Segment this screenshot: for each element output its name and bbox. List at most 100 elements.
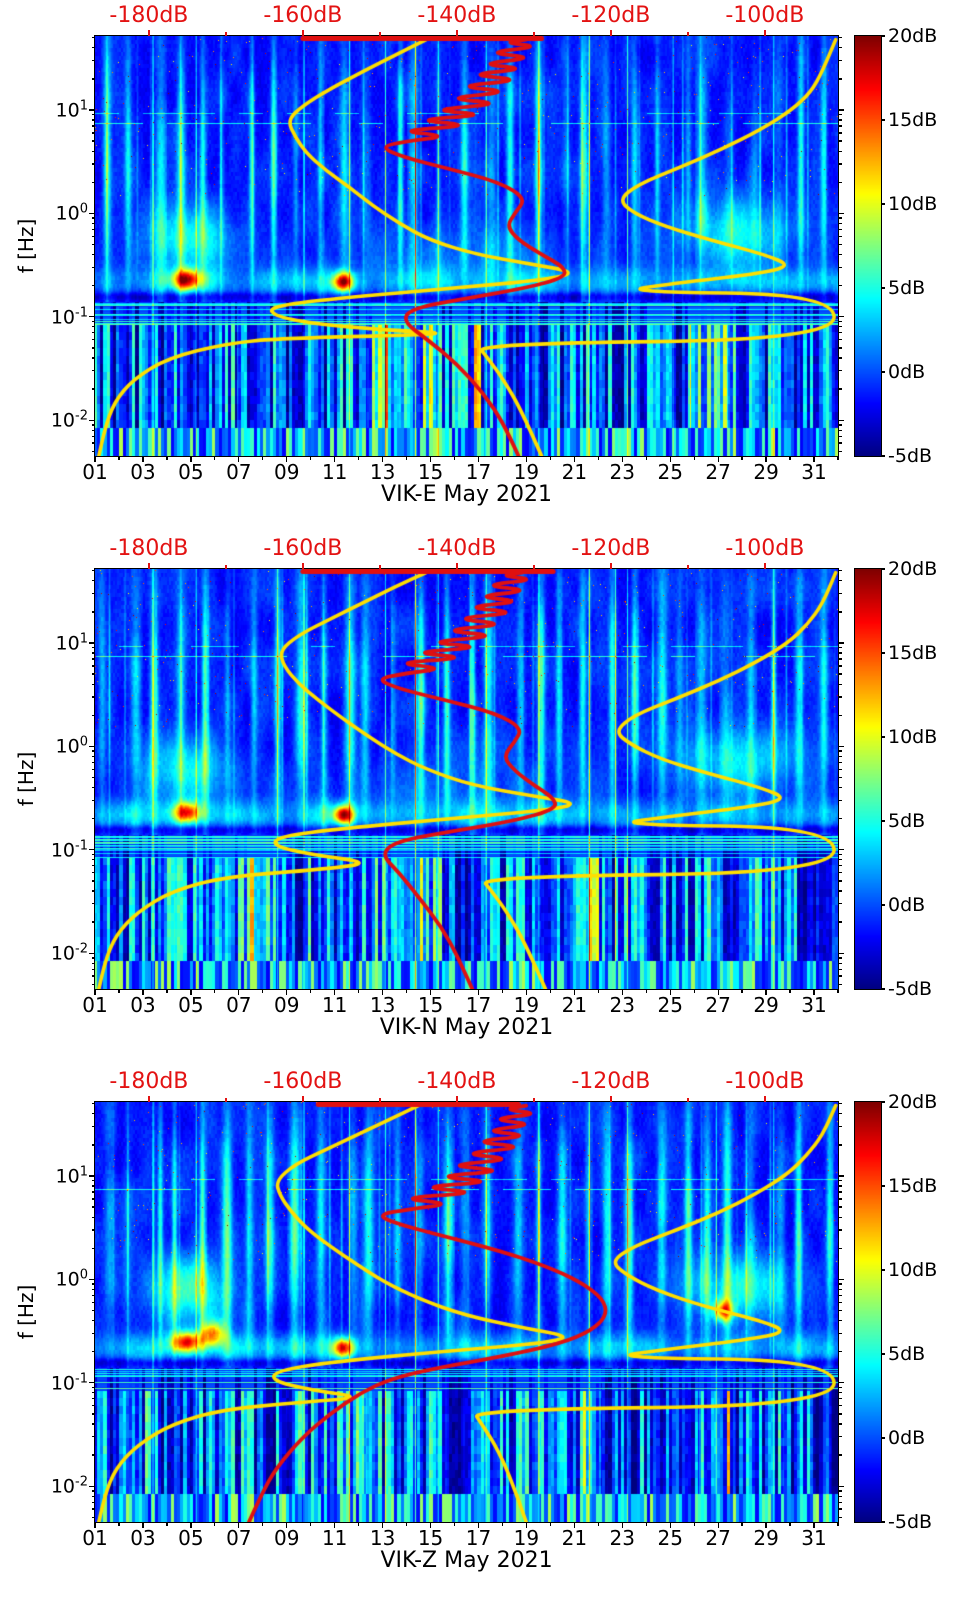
y-tick (89, 1485, 95, 1487)
x-tick-label: 03 (130, 1526, 156, 1550)
y-tick (838, 1405, 842, 1407)
y-tick (91, 570, 95, 572)
y-tick (838, 658, 842, 660)
panel-vik-e: f [Hz] VIK-E May 2021 -180dB -160dB -140dB… (0, 0, 962, 533)
spectrogram-canvas (95, 36, 838, 456)
y-tick (91, 1113, 95, 1115)
y-tick (91, 768, 95, 770)
y-tick (838, 1113, 842, 1115)
y-tick (838, 776, 842, 779)
y-tick (838, 872, 842, 874)
top-db-tick (763, 30, 767, 36)
x-tick (94, 1522, 96, 1528)
y-tick (91, 1103, 95, 1105)
x-tick-label: 09 (274, 1526, 300, 1550)
top-db-minor-tick (533, 565, 535, 569)
x-tick (262, 989, 264, 993)
y-tick (89, 316, 95, 318)
y-tick (838, 419, 844, 421)
y-tick (838, 1413, 842, 1415)
x-tick (190, 456, 192, 462)
y-tick (91, 1229, 95, 1231)
spectrogram-canvas (95, 569, 838, 989)
colorbar (854, 1101, 882, 1523)
y-tick (89, 642, 95, 644)
y-tick (89, 952, 95, 954)
y-tick (838, 983, 842, 985)
x-tick (429, 456, 432, 462)
y-tick (91, 1495, 95, 1497)
top-db-minor-tick (379, 1098, 381, 1102)
x-tick-label: 17 (465, 460, 492, 484)
x-tick (142, 1522, 144, 1528)
top-db-tick (147, 1096, 151, 1102)
y-tick (91, 339, 95, 341)
x-tick (405, 1522, 408, 1526)
y-tick (91, 776, 95, 779)
y-tick-label: 10-2 (50, 1474, 88, 1498)
x-tick (238, 1522, 240, 1528)
y-tick (91, 683, 95, 685)
y-tick (91, 1386, 95, 1389)
y-tick (838, 1175, 844, 1177)
x-tick (310, 1522, 312, 1526)
x-tick (741, 1522, 743, 1526)
x-tick (118, 456, 120, 460)
top-db-label: -140dB (417, 3, 497, 28)
y-tick-label: 10-1 (50, 305, 88, 329)
y-tick (91, 1191, 95, 1193)
y-tick (91, 1405, 95, 1407)
x-tick-label: 29 (753, 1526, 779, 1550)
y-tick (91, 761, 95, 764)
y-tick (838, 1126, 842, 1128)
x-tick (765, 989, 767, 995)
y-tick (838, 132, 842, 134)
y-tick (91, 1392, 95, 1394)
colorbar-tick-label: -5dB (888, 445, 933, 467)
colorbar-tick (881, 820, 885, 822)
x-tick (334, 1522, 336, 1528)
y-tick (91, 125, 95, 127)
x-tick (693, 1522, 695, 1526)
x-tick-label: 31 (801, 460, 827, 484)
y-tick (91, 347, 95, 349)
y-tick (838, 1309, 842, 1312)
y-tick (838, 745, 844, 748)
x-tick (573, 456, 575, 462)
y-tick (91, 658, 95, 660)
y-tick (838, 1351, 842, 1353)
y-tick (91, 714, 95, 716)
y-tick (91, 903, 95, 905)
y-tick (838, 1294, 842, 1297)
y-tick (838, 332, 842, 334)
y-tick (91, 1198, 95, 1200)
x-tick (837, 1522, 839, 1526)
x-tick (525, 1522, 528, 1528)
y-tick (838, 424, 842, 426)
y-tick (838, 243, 842, 246)
x-tick (238, 456, 240, 462)
y-tick (838, 1229, 842, 1231)
x-tick (142, 989, 144, 995)
x-tick (717, 456, 719, 462)
colorbar-tick (881, 1101, 885, 1103)
y-tick (838, 1247, 842, 1249)
y-tick (838, 683, 842, 685)
top-db-tick (455, 563, 459, 569)
y-tick (838, 975, 842, 977)
top-db-label: -160dB (263, 536, 343, 561)
x-tick-label: 15 (417, 1526, 444, 1550)
y-tick (838, 1516, 842, 1518)
top-db-label: -120dB (571, 3, 651, 28)
y-tick (91, 332, 95, 334)
colorbar-tick-label: 20dB (888, 25, 938, 47)
y-tick (838, 890, 842, 892)
colorbar-tick-label: 15dB (888, 1175, 938, 1197)
x-tick-label: 15 (417, 460, 444, 484)
y-tick (838, 1191, 842, 1193)
x-tick (334, 989, 336, 995)
x-tick (549, 989, 552, 993)
y-tick (91, 370, 95, 372)
x-tick-label: 03 (130, 993, 156, 1017)
x-tick (669, 989, 671, 995)
